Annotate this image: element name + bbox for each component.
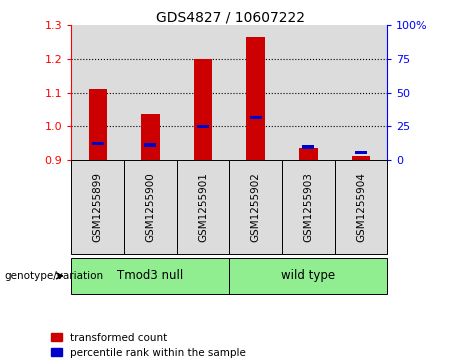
Bar (144, 143, 156, 147)
Bar (229, 258, 387, 294)
Bar (177, 160, 229, 254)
Bar (89, 89, 107, 160)
Text: GSM1255901: GSM1255901 (198, 172, 208, 242)
Text: GSM1255899: GSM1255899 (93, 172, 103, 242)
Bar (124, 25, 177, 160)
Bar (247, 37, 265, 160)
Bar (335, 160, 387, 254)
Bar (229, 25, 282, 160)
Bar (141, 114, 160, 160)
Bar (282, 160, 335, 254)
Bar (197, 125, 209, 129)
Text: genotype/variation: genotype/variation (5, 271, 104, 281)
Bar (92, 142, 104, 145)
Bar (71, 25, 124, 160)
Text: wild type: wild type (281, 269, 335, 282)
Text: GSM1255902: GSM1255902 (251, 172, 260, 242)
Bar (71, 160, 124, 254)
Bar (355, 151, 367, 154)
Bar (282, 25, 335, 160)
Bar (71, 258, 229, 294)
Text: GSM1255904: GSM1255904 (356, 172, 366, 242)
Bar (250, 116, 262, 119)
Bar (299, 148, 318, 160)
Text: GDS4827 / 10607222: GDS4827 / 10607222 (156, 11, 305, 25)
Text: GSM1255900: GSM1255900 (145, 172, 155, 242)
Text: Tmod3 null: Tmod3 null (117, 269, 183, 282)
Bar (177, 25, 229, 160)
Legend: transformed count, percentile rank within the sample: transformed count, percentile rank withi… (51, 333, 246, 358)
Bar (229, 160, 282, 254)
Bar (302, 145, 314, 148)
Text: GSM1255903: GSM1255903 (303, 172, 313, 242)
Bar (124, 160, 177, 254)
Bar (352, 156, 370, 160)
Bar (194, 59, 212, 160)
Bar (335, 25, 387, 160)
